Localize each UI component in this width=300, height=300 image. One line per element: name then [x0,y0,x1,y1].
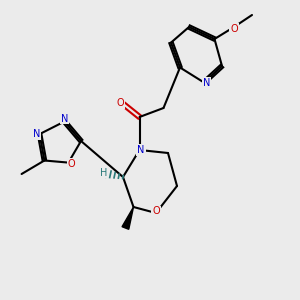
Text: H: H [100,167,107,178]
Text: O: O [68,159,75,169]
Text: O: O [230,23,238,34]
Polygon shape [122,207,134,229]
Text: N: N [61,113,68,124]
Text: N: N [137,145,145,155]
Text: O: O [116,98,124,108]
Text: N: N [203,77,210,88]
Text: O: O [152,206,160,217]
Text: N: N [33,129,40,139]
